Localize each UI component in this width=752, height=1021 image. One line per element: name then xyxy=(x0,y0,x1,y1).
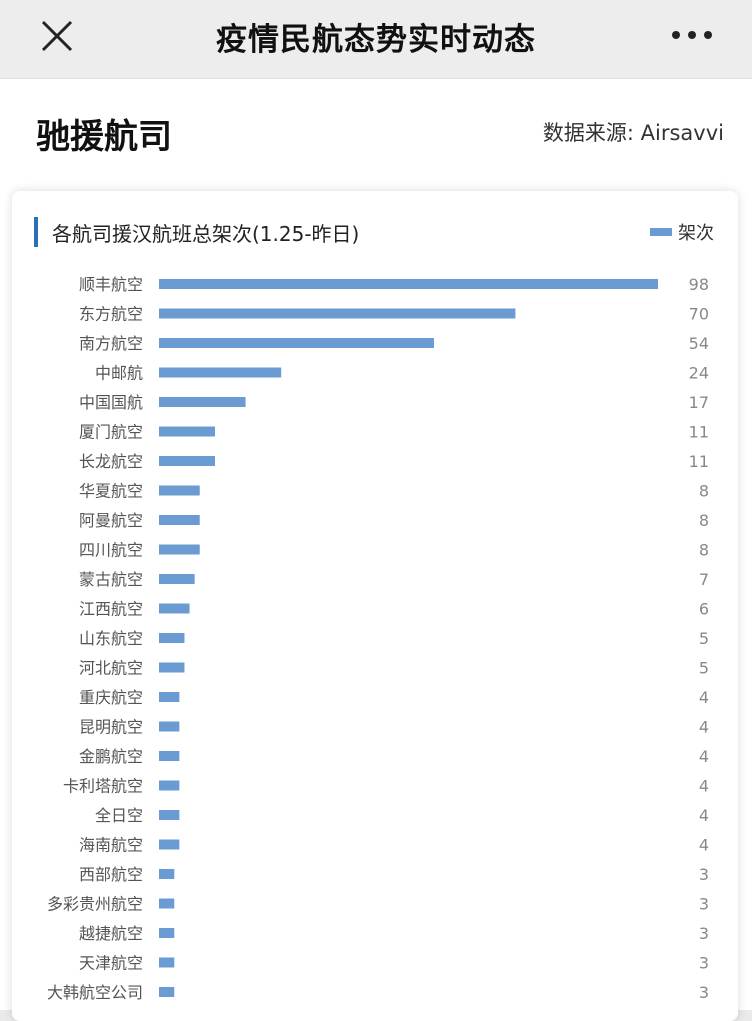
value-label: 8 xyxy=(699,482,709,501)
category-label: 厦门航空 xyxy=(79,423,143,442)
category-label: 江西航空 xyxy=(79,600,143,619)
more-button[interactable] xyxy=(668,20,716,50)
category-label: 金鹏航空 xyxy=(79,747,143,766)
value-label: 4 xyxy=(699,688,709,707)
value-label: 3 xyxy=(699,954,709,973)
value-label: 4 xyxy=(699,718,709,737)
bar xyxy=(159,928,175,938)
value-label: 24 xyxy=(689,364,709,383)
value-label: 4 xyxy=(699,806,709,825)
value-label: 11 xyxy=(689,423,709,442)
bar xyxy=(159,338,434,348)
bar xyxy=(159,780,180,791)
category-label: 昆明航空 xyxy=(79,718,143,737)
bar xyxy=(159,367,282,378)
value-label: 6 xyxy=(699,600,709,619)
bar xyxy=(159,751,180,761)
category-label: 中邮航 xyxy=(95,364,143,383)
bar xyxy=(159,987,175,997)
value-label: 54 xyxy=(689,334,709,353)
bar xyxy=(159,810,180,820)
value-label: 3 xyxy=(699,895,709,914)
value-label: 8 xyxy=(699,541,709,560)
bar xyxy=(159,574,195,584)
bar xyxy=(159,692,180,702)
bar xyxy=(159,397,246,407)
category-label: 卡利塔航空 xyxy=(63,777,143,796)
bar xyxy=(159,426,216,437)
section-title: 驰援航司 xyxy=(36,117,172,157)
category-label: 蒙古航空 xyxy=(79,570,143,589)
chart-card: 各航司援汉航班总架次(1.25-昨日) 架次 顺丰航空 98 东方航空 70 南方航空 5… xyxy=(12,191,738,1021)
bar xyxy=(159,957,175,968)
legend-swatch xyxy=(650,228,672,236)
category-label: 多彩贵州航空 xyxy=(47,895,143,914)
page-content: 驰援航司 数据来源: Airsavvi 各航司援汉航班总架次(1.25-昨日) … xyxy=(0,79,752,1021)
bar xyxy=(159,515,200,525)
value-label: 3 xyxy=(699,865,709,884)
bar xyxy=(159,633,185,643)
category-label: 西部航空 xyxy=(79,865,143,884)
more-dots-icon xyxy=(672,31,712,39)
bar xyxy=(159,869,175,879)
bar xyxy=(159,662,185,673)
category-label: 全日空 xyxy=(95,806,143,825)
category-label: 越捷航空 xyxy=(79,924,143,943)
value-label: 5 xyxy=(699,629,709,648)
value-label: 8 xyxy=(699,511,709,530)
value-label: 11 xyxy=(689,452,709,471)
value-label: 4 xyxy=(699,836,709,855)
value-label: 3 xyxy=(699,924,709,943)
close-button[interactable] xyxy=(36,15,78,57)
category-label: 华夏航空 xyxy=(79,482,143,501)
close-icon xyxy=(41,20,73,52)
bar xyxy=(159,279,658,289)
category-label: 河北航空 xyxy=(79,659,143,678)
category-label: 四川航空 xyxy=(79,541,143,560)
bar xyxy=(159,721,180,732)
category-label: 长龙航空 xyxy=(79,452,143,471)
value-label: 4 xyxy=(699,777,709,796)
legend-label: 架次 xyxy=(678,223,714,244)
value-label: 17 xyxy=(689,393,709,412)
category-label: 南方航空 xyxy=(79,334,143,353)
bar xyxy=(159,308,516,319)
title-accent-bar xyxy=(34,217,38,247)
bar xyxy=(159,603,190,614)
category-label: 顺丰航空 xyxy=(79,275,143,294)
category-label: 海南航空 xyxy=(79,836,143,855)
value-label: 3 xyxy=(699,983,709,1002)
bar xyxy=(159,544,200,555)
data-source: 数据来源: Airsavvi xyxy=(542,121,724,145)
value-label: 5 xyxy=(699,659,709,678)
chart-title: 各航司援汉航班总架次(1.25-昨日) xyxy=(52,222,360,246)
bar xyxy=(159,456,216,466)
category-label: 天津航空 xyxy=(79,954,143,973)
value-label: 70 xyxy=(689,305,709,324)
value-label: 4 xyxy=(699,747,709,766)
title-bar: 疫情民航态势实时动态 xyxy=(0,0,752,79)
category-label: 山东航空 xyxy=(79,629,143,648)
value-label: 7 xyxy=(699,570,709,589)
bar xyxy=(159,839,180,850)
category-label: 大韩航空公司 xyxy=(47,983,143,1002)
category-label: 东方航空 xyxy=(79,305,143,324)
bar xyxy=(159,898,175,909)
category-label: 重庆航空 xyxy=(79,688,143,707)
bar xyxy=(159,485,200,496)
category-label: 中国国航 xyxy=(79,393,143,412)
value-label: 98 xyxy=(689,275,709,294)
category-label: 阿曼航空 xyxy=(79,511,143,530)
window-title: 疫情民航态势实时动态 xyxy=(216,22,536,58)
chart-legend: 架次 xyxy=(650,219,714,245)
